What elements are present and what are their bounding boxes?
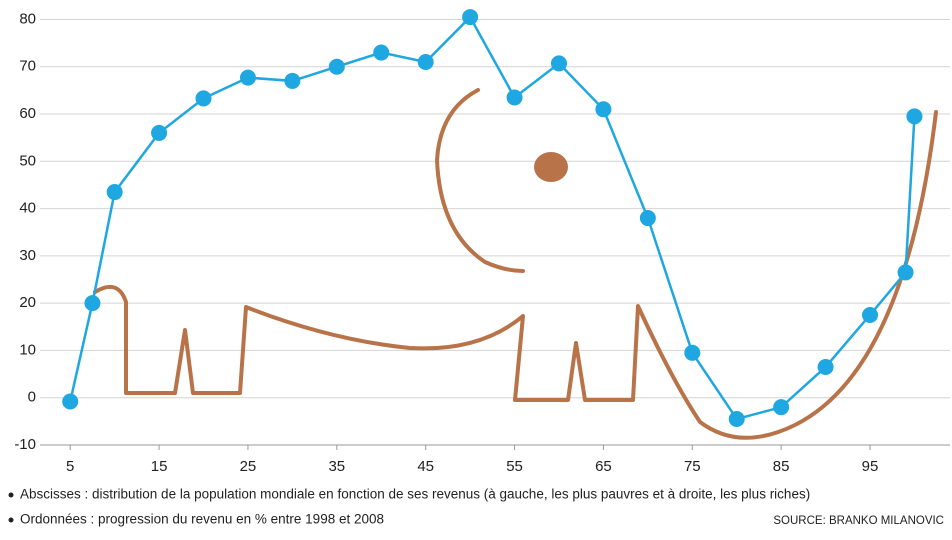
y-tick-label: 60 — [19, 105, 36, 122]
point — [84, 295, 100, 311]
elephant-drawing — [95, 90, 936, 438]
y-tick-label: 30 — [19, 247, 36, 264]
y-tick-label: 20 — [19, 294, 36, 311]
y-tick-label: 0 — [28, 389, 36, 406]
point — [906, 108, 922, 124]
chart: -10010203040506070805152535455565758595 … — [0, 0, 952, 540]
point — [898, 264, 914, 280]
grid: -10 0 10 20 30 40 50 60 70 80 5 15 25 35 45 55 65 75 85 95 — [14, 10, 950, 475]
y-tick-label: 80 — [19, 10, 36, 27]
y-tick-label: -10 — [14, 436, 36, 453]
point — [151, 125, 167, 141]
point — [107, 184, 123, 200]
x-tick-label: 95 — [862, 458, 879, 475]
point — [62, 394, 78, 410]
x-tick-label: 35 — [328, 458, 345, 475]
x-tick-label: 65 — [595, 458, 612, 475]
point — [595, 101, 611, 117]
point — [551, 55, 567, 71]
point — [684, 345, 700, 361]
line — [70, 17, 914, 419]
bullet — [9, 493, 14, 498]
x-tick-label: 5 — [66, 458, 74, 475]
x-tick-label: 55 — [506, 458, 523, 475]
point — [373, 45, 389, 61]
y-tick-label: 50 — [19, 152, 36, 169]
point — [462, 9, 478, 25]
note: Abscisses : distribution de la populatio… — [20, 487, 810, 502]
x-tick-label: 15 — [151, 458, 168, 475]
point — [862, 307, 878, 323]
point — [640, 210, 656, 226]
point — [507, 89, 523, 105]
y-tick-label: 40 — [19, 200, 36, 217]
bullet — [9, 518, 14, 523]
point — [196, 90, 212, 106]
y-tick-label: 10 — [19, 341, 36, 358]
point — [284, 73, 300, 89]
point — [818, 359, 834, 375]
point — [729, 411, 745, 427]
elephant-ear — [437, 90, 523, 271]
point — [773, 399, 789, 415]
point — [418, 54, 434, 70]
point — [329, 59, 345, 75]
point — [240, 70, 256, 86]
x-tick-label: 85 — [773, 458, 790, 475]
x-tick-label: 25 — [240, 458, 257, 475]
x-tick-label: 45 — [417, 458, 434, 475]
source: SOURCE: BRANKO MILANOVIC — [773, 515, 944, 527]
elephant-eye — [534, 152, 568, 182]
x-tick-label: 75 — [684, 458, 701, 475]
y-tick-label: 70 — [19, 58, 36, 75]
note: Ordonnées : progression du revenu en % e… — [20, 512, 384, 527]
